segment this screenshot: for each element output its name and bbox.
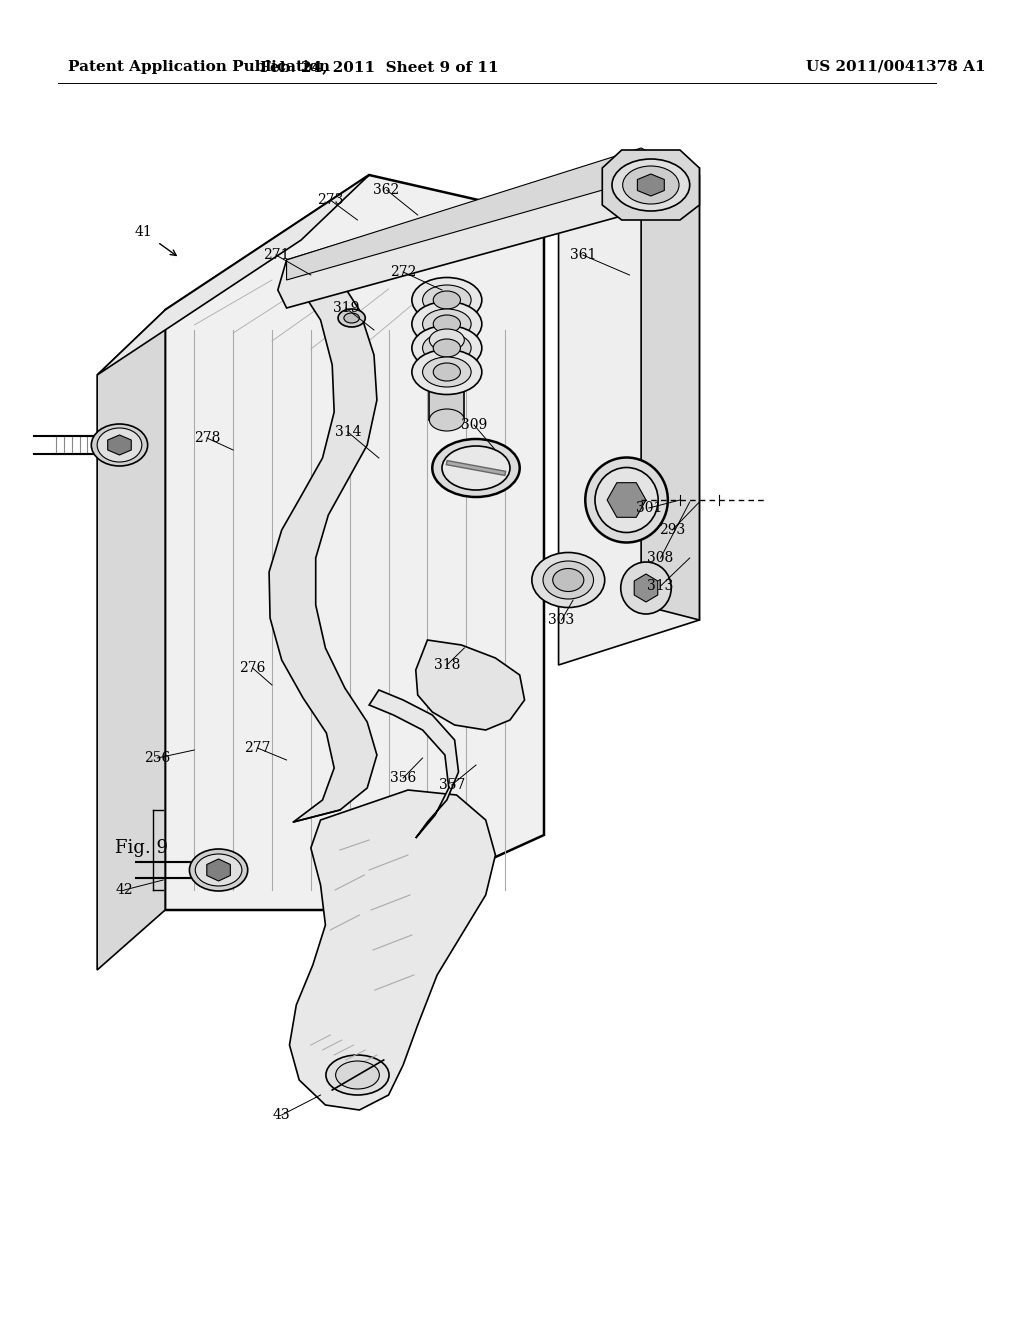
Polygon shape bbox=[558, 176, 699, 665]
Ellipse shape bbox=[442, 446, 510, 490]
Polygon shape bbox=[602, 150, 699, 220]
Text: 42: 42 bbox=[116, 883, 133, 898]
Ellipse shape bbox=[433, 315, 461, 333]
Polygon shape bbox=[97, 176, 369, 375]
Polygon shape bbox=[607, 483, 646, 517]
Ellipse shape bbox=[543, 561, 594, 599]
Text: 313: 313 bbox=[647, 579, 674, 593]
Text: 272: 272 bbox=[390, 265, 417, 279]
Text: 362: 362 bbox=[374, 183, 399, 197]
Text: 318: 318 bbox=[433, 657, 460, 672]
Polygon shape bbox=[287, 148, 680, 280]
Text: Patent Application Publication: Patent Application Publication bbox=[68, 59, 330, 74]
Text: 319: 319 bbox=[333, 301, 359, 315]
Polygon shape bbox=[278, 152, 680, 308]
Polygon shape bbox=[539, 165, 699, 220]
Polygon shape bbox=[207, 859, 230, 880]
Text: 314: 314 bbox=[335, 425, 361, 440]
Polygon shape bbox=[641, 152, 699, 620]
Text: 256: 256 bbox=[144, 751, 170, 766]
Text: 309: 309 bbox=[461, 418, 487, 432]
Polygon shape bbox=[165, 176, 544, 909]
Ellipse shape bbox=[586, 458, 668, 543]
Text: 357: 357 bbox=[438, 777, 465, 792]
Polygon shape bbox=[416, 640, 524, 730]
Ellipse shape bbox=[336, 1061, 379, 1089]
Polygon shape bbox=[429, 341, 464, 420]
Ellipse shape bbox=[621, 562, 672, 614]
Ellipse shape bbox=[91, 424, 147, 466]
Polygon shape bbox=[637, 174, 665, 195]
Ellipse shape bbox=[338, 309, 366, 327]
Text: 278: 278 bbox=[194, 432, 220, 445]
Text: 41: 41 bbox=[135, 224, 153, 239]
Polygon shape bbox=[290, 789, 496, 1110]
Polygon shape bbox=[369, 690, 459, 838]
Text: 301: 301 bbox=[636, 502, 663, 515]
Ellipse shape bbox=[553, 569, 584, 591]
Text: 293: 293 bbox=[659, 523, 685, 537]
Text: 271: 271 bbox=[262, 248, 289, 261]
Ellipse shape bbox=[412, 277, 482, 322]
Ellipse shape bbox=[344, 313, 359, 323]
Text: Feb. 24, 2011  Sheet 9 of 11: Feb. 24, 2011 Sheet 9 of 11 bbox=[259, 59, 498, 74]
Ellipse shape bbox=[429, 409, 464, 432]
Ellipse shape bbox=[97, 428, 142, 462]
Text: 277: 277 bbox=[244, 741, 270, 755]
Ellipse shape bbox=[433, 290, 461, 309]
Ellipse shape bbox=[412, 350, 482, 395]
Ellipse shape bbox=[429, 329, 464, 351]
Ellipse shape bbox=[412, 326, 482, 371]
Text: 356: 356 bbox=[390, 771, 417, 785]
Text: 43: 43 bbox=[273, 1107, 291, 1122]
Ellipse shape bbox=[423, 285, 471, 315]
Text: 273: 273 bbox=[317, 193, 343, 207]
Ellipse shape bbox=[423, 309, 471, 339]
Ellipse shape bbox=[326, 1055, 389, 1096]
Ellipse shape bbox=[189, 849, 248, 891]
Text: 276: 276 bbox=[240, 661, 266, 675]
Ellipse shape bbox=[433, 339, 461, 356]
Polygon shape bbox=[108, 436, 131, 455]
Ellipse shape bbox=[196, 854, 242, 886]
Ellipse shape bbox=[432, 440, 520, 498]
Ellipse shape bbox=[623, 166, 679, 205]
Text: 361: 361 bbox=[569, 248, 596, 261]
Ellipse shape bbox=[612, 158, 690, 211]
Ellipse shape bbox=[412, 301, 482, 346]
Polygon shape bbox=[97, 310, 165, 970]
Text: Fig. 9: Fig. 9 bbox=[115, 840, 168, 857]
Text: 308: 308 bbox=[647, 550, 674, 565]
Polygon shape bbox=[269, 280, 377, 822]
Polygon shape bbox=[634, 574, 657, 602]
Ellipse shape bbox=[423, 356, 471, 387]
Text: US 2011/0041378 A1: US 2011/0041378 A1 bbox=[806, 59, 986, 74]
Ellipse shape bbox=[531, 553, 605, 607]
Text: 303: 303 bbox=[548, 612, 574, 627]
Ellipse shape bbox=[433, 363, 461, 381]
Ellipse shape bbox=[423, 333, 471, 363]
Ellipse shape bbox=[595, 467, 658, 532]
